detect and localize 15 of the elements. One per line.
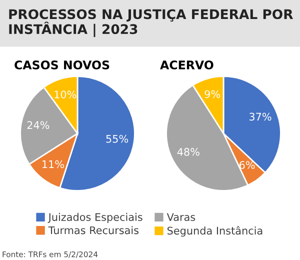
data-label: 24% [27,121,50,130]
chart-title: ACERVO [160,60,214,70]
data-label: 55% [106,134,128,143]
legend-label: Varas [166,213,196,221]
data-label: 6% [240,161,255,169]
data-label: 10% [54,90,76,98]
data-label: 9% [204,90,220,98]
chart-title: CASOS NOVOS [14,60,110,70]
legend-label: Turmas Recursais [48,226,139,234]
text: PROCESSOS NA JUSTIÇA FEDERAL POR INSTÂNCIA | 2023 [9,9,293,38]
data-label: 37% [249,112,272,121]
data-label: 11% [42,160,64,168]
legend-label: Segunda Instância [167,226,262,237]
data-label: 48% [177,148,200,156]
legend-label: Juizados Especiais [48,212,142,223]
